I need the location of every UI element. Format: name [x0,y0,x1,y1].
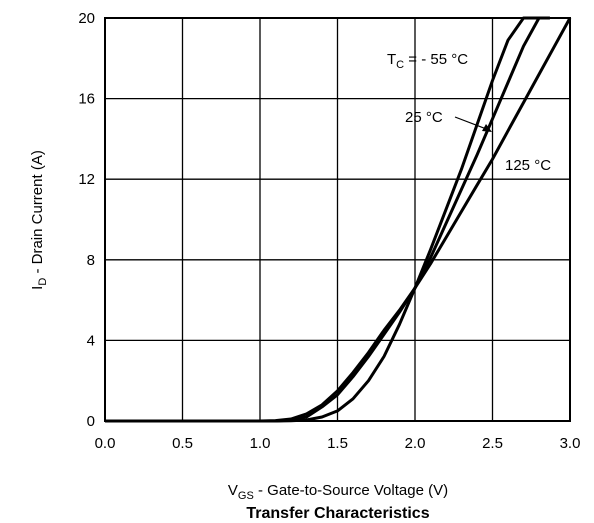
x-tick-label: 2.5 [482,435,503,452]
grid [105,18,570,421]
y-tick-label: 16 [78,91,95,108]
y-tick-label: 8 [87,252,95,269]
y-axis-label: ID - Drain Current (A) [29,150,49,290]
annotation-tc-55c: TC = - 55 °C [387,51,468,71]
chart-title: Transfer Characteristics [246,505,429,522]
x-axis-label: VGS - Gate-to-Source Voltage (V) [228,482,448,502]
annotation-25c: 25 °C [405,109,443,126]
y-tick-label: 20 [78,10,95,27]
x-tick-label: 0.0 [95,435,116,452]
y-tick-label: 12 [78,171,95,188]
annotation-125c: 125 °C [505,157,551,174]
x-tick-label: 3.0 [560,435,581,452]
y-tick-labels: 0 4 8 12 16 20 [78,10,95,430]
series-line-0 [105,16,539,423]
series-line-2 [105,17,572,423]
plot-frame [104,17,571,422]
annotations: TC = - 55 °C 25 °C 125 °C [387,51,551,174]
annotation-25c-arrow [454,116,490,131]
series-line-1 [105,16,550,423]
x-tick-label: 2.0 [405,435,426,452]
y-tick-label: 0 [87,413,95,430]
annotation-25c-arrowhead [482,124,492,132]
x-tick-label: 1.5 [327,435,348,452]
x-tick-label: 0.5 [172,435,193,452]
x-tick-label: 1.0 [250,435,271,452]
x-tick-labels: 0.0 0.5 1.0 1.5 2.0 2.5 3.0 [95,435,581,452]
y-tick-label: 4 [87,332,95,349]
